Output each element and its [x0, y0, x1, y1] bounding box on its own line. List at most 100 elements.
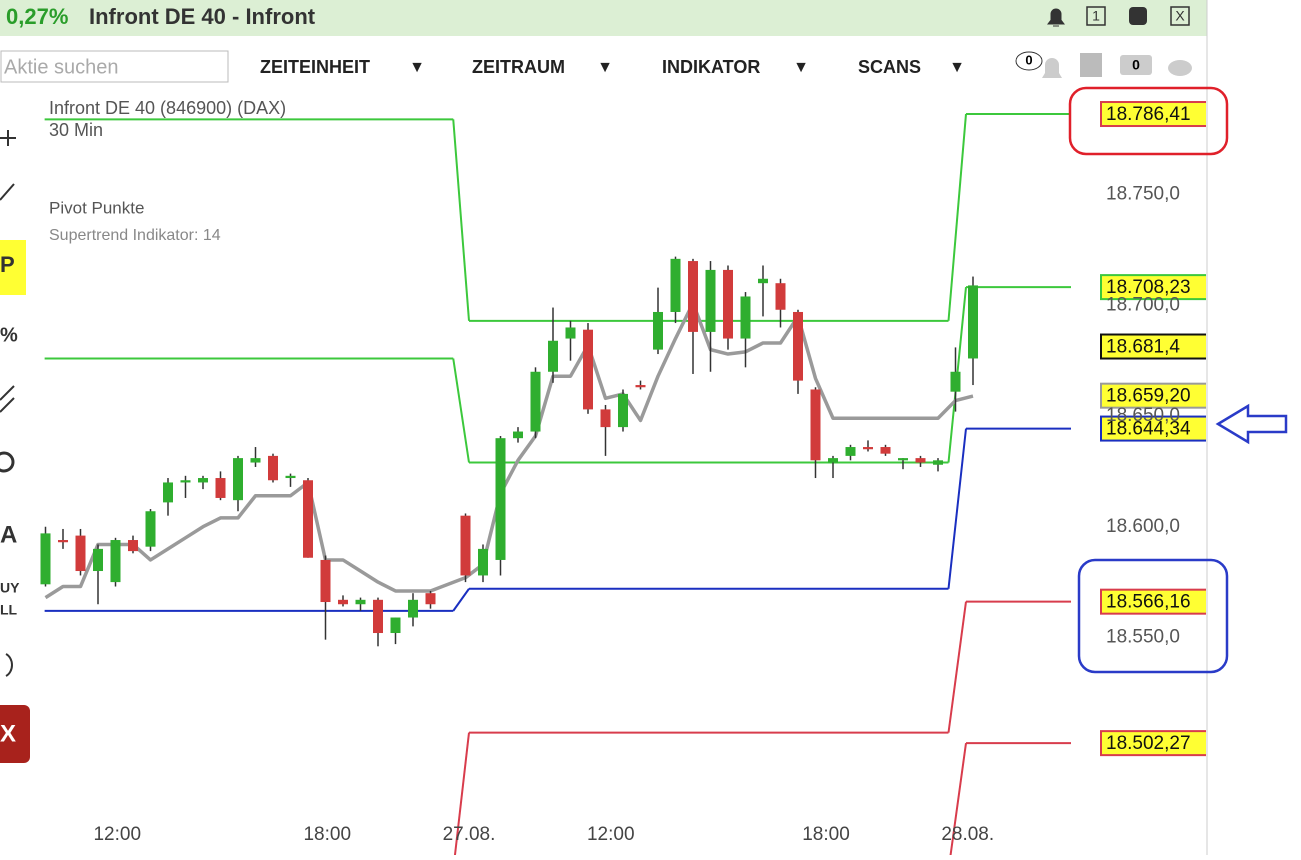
- candle-body: [933, 460, 943, 465]
- price-label: 18.502,27: [1106, 733, 1191, 754]
- move-tool[interactable]: [0, 130, 16, 146]
- alarm-icon[interactable]: [1042, 58, 1062, 78]
- sound-tool[interactable]: [5, 653, 13, 677]
- change: 0,27%: [6, 4, 68, 29]
- cloud-icon[interactable]: [1168, 60, 1192, 76]
- tool-label: P: [0, 252, 15, 277]
- x-tick-label: 27.08.: [443, 824, 496, 845]
- close-label: X: [1175, 8, 1185, 24]
- price-label: 18.708,23: [1106, 277, 1191, 298]
- candle-body: [215, 478, 226, 498]
- candle-body: [58, 540, 68, 543]
- price-label-box: [1100, 333, 1206, 360]
- candle-body: [863, 447, 873, 450]
- badge-count: 0: [1132, 57, 1140, 73]
- close-button[interactable]: [1170, 6, 1190, 26]
- price-label: 18.681,4: [1106, 337, 1180, 358]
- price-label: 18.566,16: [1106, 592, 1191, 613]
- candle-body: [740, 296, 751, 339]
- candle-body: [163, 482, 173, 503]
- bell-icon[interactable]: [1047, 8, 1065, 27]
- candle-body: [618, 393, 628, 428]
- candle-body: [600, 409, 611, 428]
- candle-body: [635, 385, 646, 388]
- badge-count: 0: [1025, 52, 1032, 67]
- menu-arrow[interactable]: ▼: [949, 59, 965, 76]
- candle-body: [880, 447, 891, 454]
- folder-icon[interactable]: [1120, 55, 1152, 75]
- parallel-tool[interactable]: [0, 385, 15, 413]
- candle-body: [705, 269, 716, 332]
- candle-body: [390, 617, 401, 634]
- price-label-box: [1100, 415, 1206, 442]
- candle-body: [320, 559, 331, 603]
- candle-body: [128, 540, 138, 552]
- menu-item[interactable]: ZEITEINHEIT: [260, 57, 370, 77]
- window-title: Infront DE 40 - Infront: [89, 4, 316, 29]
- pivot-tool[interactable]: [0, 240, 26, 295]
- candle-body: [513, 431, 523, 439]
- menu-item[interactable]: SCANS: [858, 57, 921, 77]
- menu-arrow[interactable]: ▼: [409, 59, 425, 76]
- candle-body: [425, 593, 436, 605]
- candle-body: [233, 458, 243, 501]
- candle-body: [968, 285, 978, 359]
- candle-body: [793, 311, 803, 381]
- chart-subtitle: 30 Min: [49, 120, 103, 140]
- candle-body: [810, 389, 821, 461]
- price-label-box: [1100, 588, 1206, 615]
- menu-arrow[interactable]: ▼: [793, 59, 809, 76]
- menu-arrow[interactable]: ▼: [597, 59, 613, 76]
- arrow-annotation: [1215, 403, 1288, 445]
- candle-body: [548, 340, 558, 372]
- y-tick-label: 18.700,0: [1106, 294, 1180, 315]
- indicator-label: Pivot Punkte: [49, 198, 144, 217]
- x-tick-label: 12:00: [93, 824, 141, 845]
- candle-body: [460, 515, 471, 576]
- candle-body: [75, 535, 86, 572]
- x-tick-label: 12:00: [587, 824, 635, 845]
- candle-body: [250, 458, 261, 463]
- candle-body: [268, 455, 278, 481]
- search-box[interactable]: [0, 50, 229, 83]
- candle-body: [93, 548, 103, 572]
- candle-body: [758, 278, 768, 284]
- price-label: 18.786,41: [1106, 104, 1191, 125]
- price-label: 18.659,20: [1106, 386, 1191, 407]
- candle-body: [373, 599, 383, 634]
- tool-label: A: [0, 521, 17, 548]
- menu-item[interactable]: INDIKATOR: [662, 57, 760, 77]
- candle-body: [110, 540, 121, 583]
- price-label-box: [1100, 730, 1206, 757]
- highlight-ring: [1068, 86, 1229, 156]
- badge: [1015, 51, 1043, 71]
- y-tick-label: 18.650,0: [1106, 405, 1180, 426]
- pivot-connector: [452, 119, 470, 321]
- list-icon[interactable]: [1080, 53, 1102, 77]
- candle-body: [828, 458, 838, 463]
- candle-body: [303, 480, 313, 558]
- highlight-ring: [1077, 558, 1229, 674]
- candle-body: [670, 258, 681, 312]
- candle-body: [338, 599, 348, 605]
- candle-body: [583, 329, 593, 410]
- candle-body: [145, 511, 156, 547]
- window-button[interactable]: [1086, 6, 1106, 26]
- menu-item[interactable]: ZEITRAUM: [472, 57, 565, 77]
- tool-label: LL: [0, 602, 18, 618]
- delete-button[interactable]: [0, 705, 30, 763]
- candle-body: [915, 458, 926, 463]
- menu-bar: ZEITEINHEIT ▼ ZEITRAUM ▼ INDIKATOR ▼ SCANS ▼: [260, 57, 965, 77]
- candle-body: [950, 371, 961, 392]
- pivot-connector: [949, 742, 967, 855]
- supertrend-line: [44, 301, 974, 600]
- tool-label: UY: [0, 580, 20, 596]
- pivot-connector: [452, 588, 470, 612]
- tool-label: X: [0, 720, 16, 747]
- line-tool[interactable]: [0, 183, 15, 201]
- circle-tool[interactable]: [0, 451, 15, 473]
- x-tick-label: 18:00: [802, 824, 850, 845]
- x-tick-label: 28.08.: [941, 824, 994, 845]
- maximize-button[interactable]: [1129, 7, 1147, 25]
- price-label-box: [1100, 101, 1206, 128]
